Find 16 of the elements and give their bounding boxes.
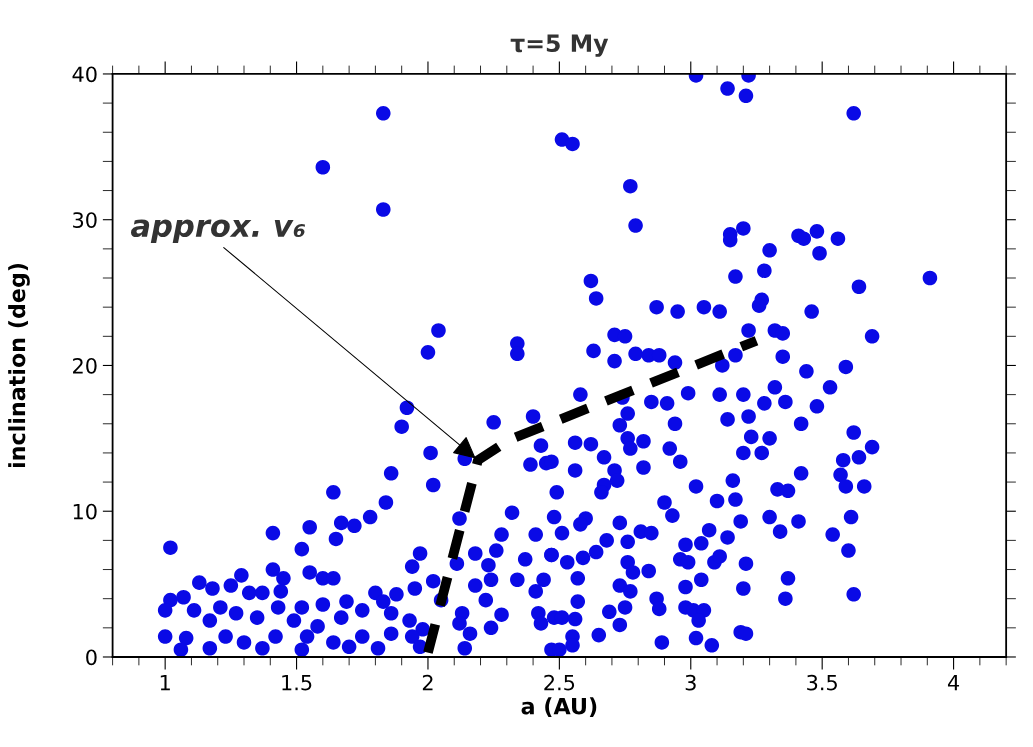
x-tick-label: 3	[685, 674, 696, 691]
y-tick-label: 10	[73, 503, 97, 520]
y-tick-label: 0	[86, 649, 97, 666]
x-tick-label: 1	[160, 674, 170, 691]
x-tick-label: 1.5	[282, 674, 312, 691]
x-tick-label: 2.5	[544, 674, 575, 691]
y-tick-label: 30	[73, 212, 97, 228]
x-axis-title: a (AU)	[521, 697, 597, 718]
y-axis-title: inclination (deg)	[8, 263, 30, 468]
x-tick-label: 4	[947, 674, 960, 691]
x-tick-label: 2	[422, 674, 433, 691]
chart-title: τ=5 My	[510, 34, 609, 57]
y-tick-label: 20	[73, 357, 97, 374]
x-tick-label: 3.5	[807, 674, 837, 691]
y-tick-label: 40	[72, 66, 97, 83]
annotation: approx. v₆	[130, 219, 306, 244]
